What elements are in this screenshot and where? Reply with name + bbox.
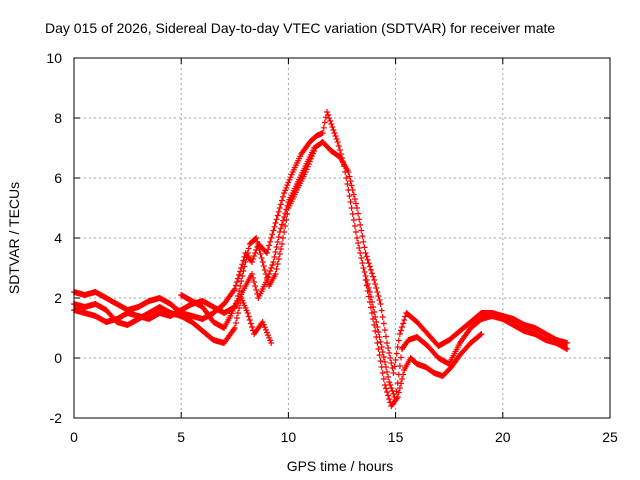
y-axis-label: SDTVAR / TECUs: [6, 182, 22, 294]
y-tick-label: 2: [54, 290, 62, 306]
x-tick-label: 15: [388, 429, 404, 445]
series-track-1: [71, 109, 571, 403]
x-tick-label: 25: [602, 429, 618, 445]
series-track-2: [71, 139, 571, 376]
data-points: [71, 109, 571, 409]
series-track-5: [362, 277, 485, 409]
y-tick-label: 4: [54, 230, 62, 246]
plus-markers: [178, 148, 318, 331]
grid-lines: [74, 58, 610, 418]
plus-markers: [71, 139, 571, 376]
y-tick-label: 6: [54, 170, 62, 186]
x-tick-label: 10: [281, 429, 297, 445]
axis-ticks: 0 5 10 15 20 25 -2 0 2 4 6 8 10: [46, 50, 618, 445]
y-tick-label: 8: [54, 110, 62, 126]
y-tick-label: -2: [50, 410, 63, 426]
x-tick-label: 5: [177, 429, 185, 445]
x-tick-label: 0: [70, 429, 78, 445]
y-tick-label: 0: [54, 350, 62, 366]
chart-title: Day 015 of 2026, Sidereal Day-to-day VTE…: [45, 20, 555, 36]
plus-markers: [71, 109, 571, 403]
x-tick-label: 20: [495, 429, 511, 445]
y-tick-label: 10: [46, 50, 62, 66]
plus-markers: [362, 277, 485, 409]
x-axis-label: GPS time / hours: [287, 458, 394, 474]
series-track-4: [178, 148, 318, 331]
